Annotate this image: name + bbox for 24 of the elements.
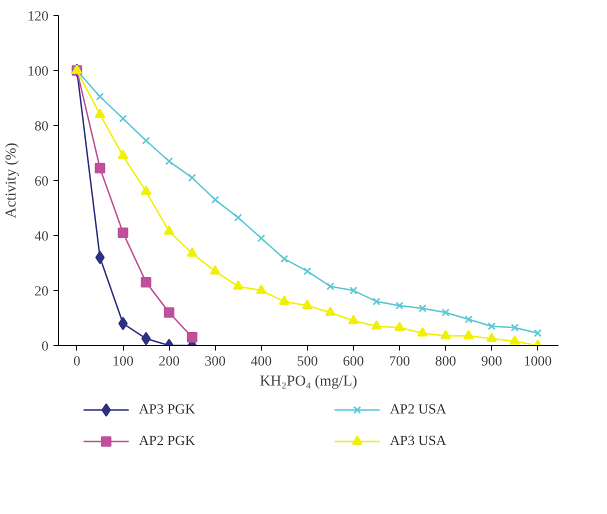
y-tick-label: 40 bbox=[34, 230, 48, 244]
legend-label: AP2 USA bbox=[390, 402, 448, 418]
x-tick-label: 0 bbox=[73, 354, 80, 370]
x-tick-label: 800 bbox=[435, 354, 456, 370]
x-tick-label: 1000 bbox=[524, 354, 552, 370]
x-axis-title: KH₂PO₄ (mg/L) bbox=[260, 374, 358, 390]
y-tick-label: 80 bbox=[34, 120, 48, 134]
x-tick-label: 400 bbox=[250, 354, 272, 370]
x-tick-label: 600 bbox=[342, 354, 364, 370]
legend-label: AP3 USA bbox=[390, 434, 448, 449]
x-tick-label: 100 bbox=[112, 354, 134, 370]
legend-label: AP3 PGK bbox=[138, 402, 196, 418]
y-axis-title: Activity (%) bbox=[4, 142, 20, 218]
y-tick-label: 60 bbox=[34, 174, 48, 190]
y-tick-label: 0 bbox=[42, 340, 48, 354]
x-tick-label: 900 bbox=[481, 354, 502, 370]
x-tick-label: 300 bbox=[204, 354, 226, 370]
x-tick-label: 500 bbox=[296, 354, 318, 370]
legend-label: AP2 PGK bbox=[138, 434, 196, 449]
x-tick-label: 200 bbox=[158, 354, 180, 370]
y-tick-label: 20 bbox=[34, 284, 48, 300]
x-tick-label: 700 bbox=[389, 354, 410, 370]
y-tick-label: 100 bbox=[28, 64, 48, 80]
y-tick-label: 120 bbox=[28, 10, 48, 24]
